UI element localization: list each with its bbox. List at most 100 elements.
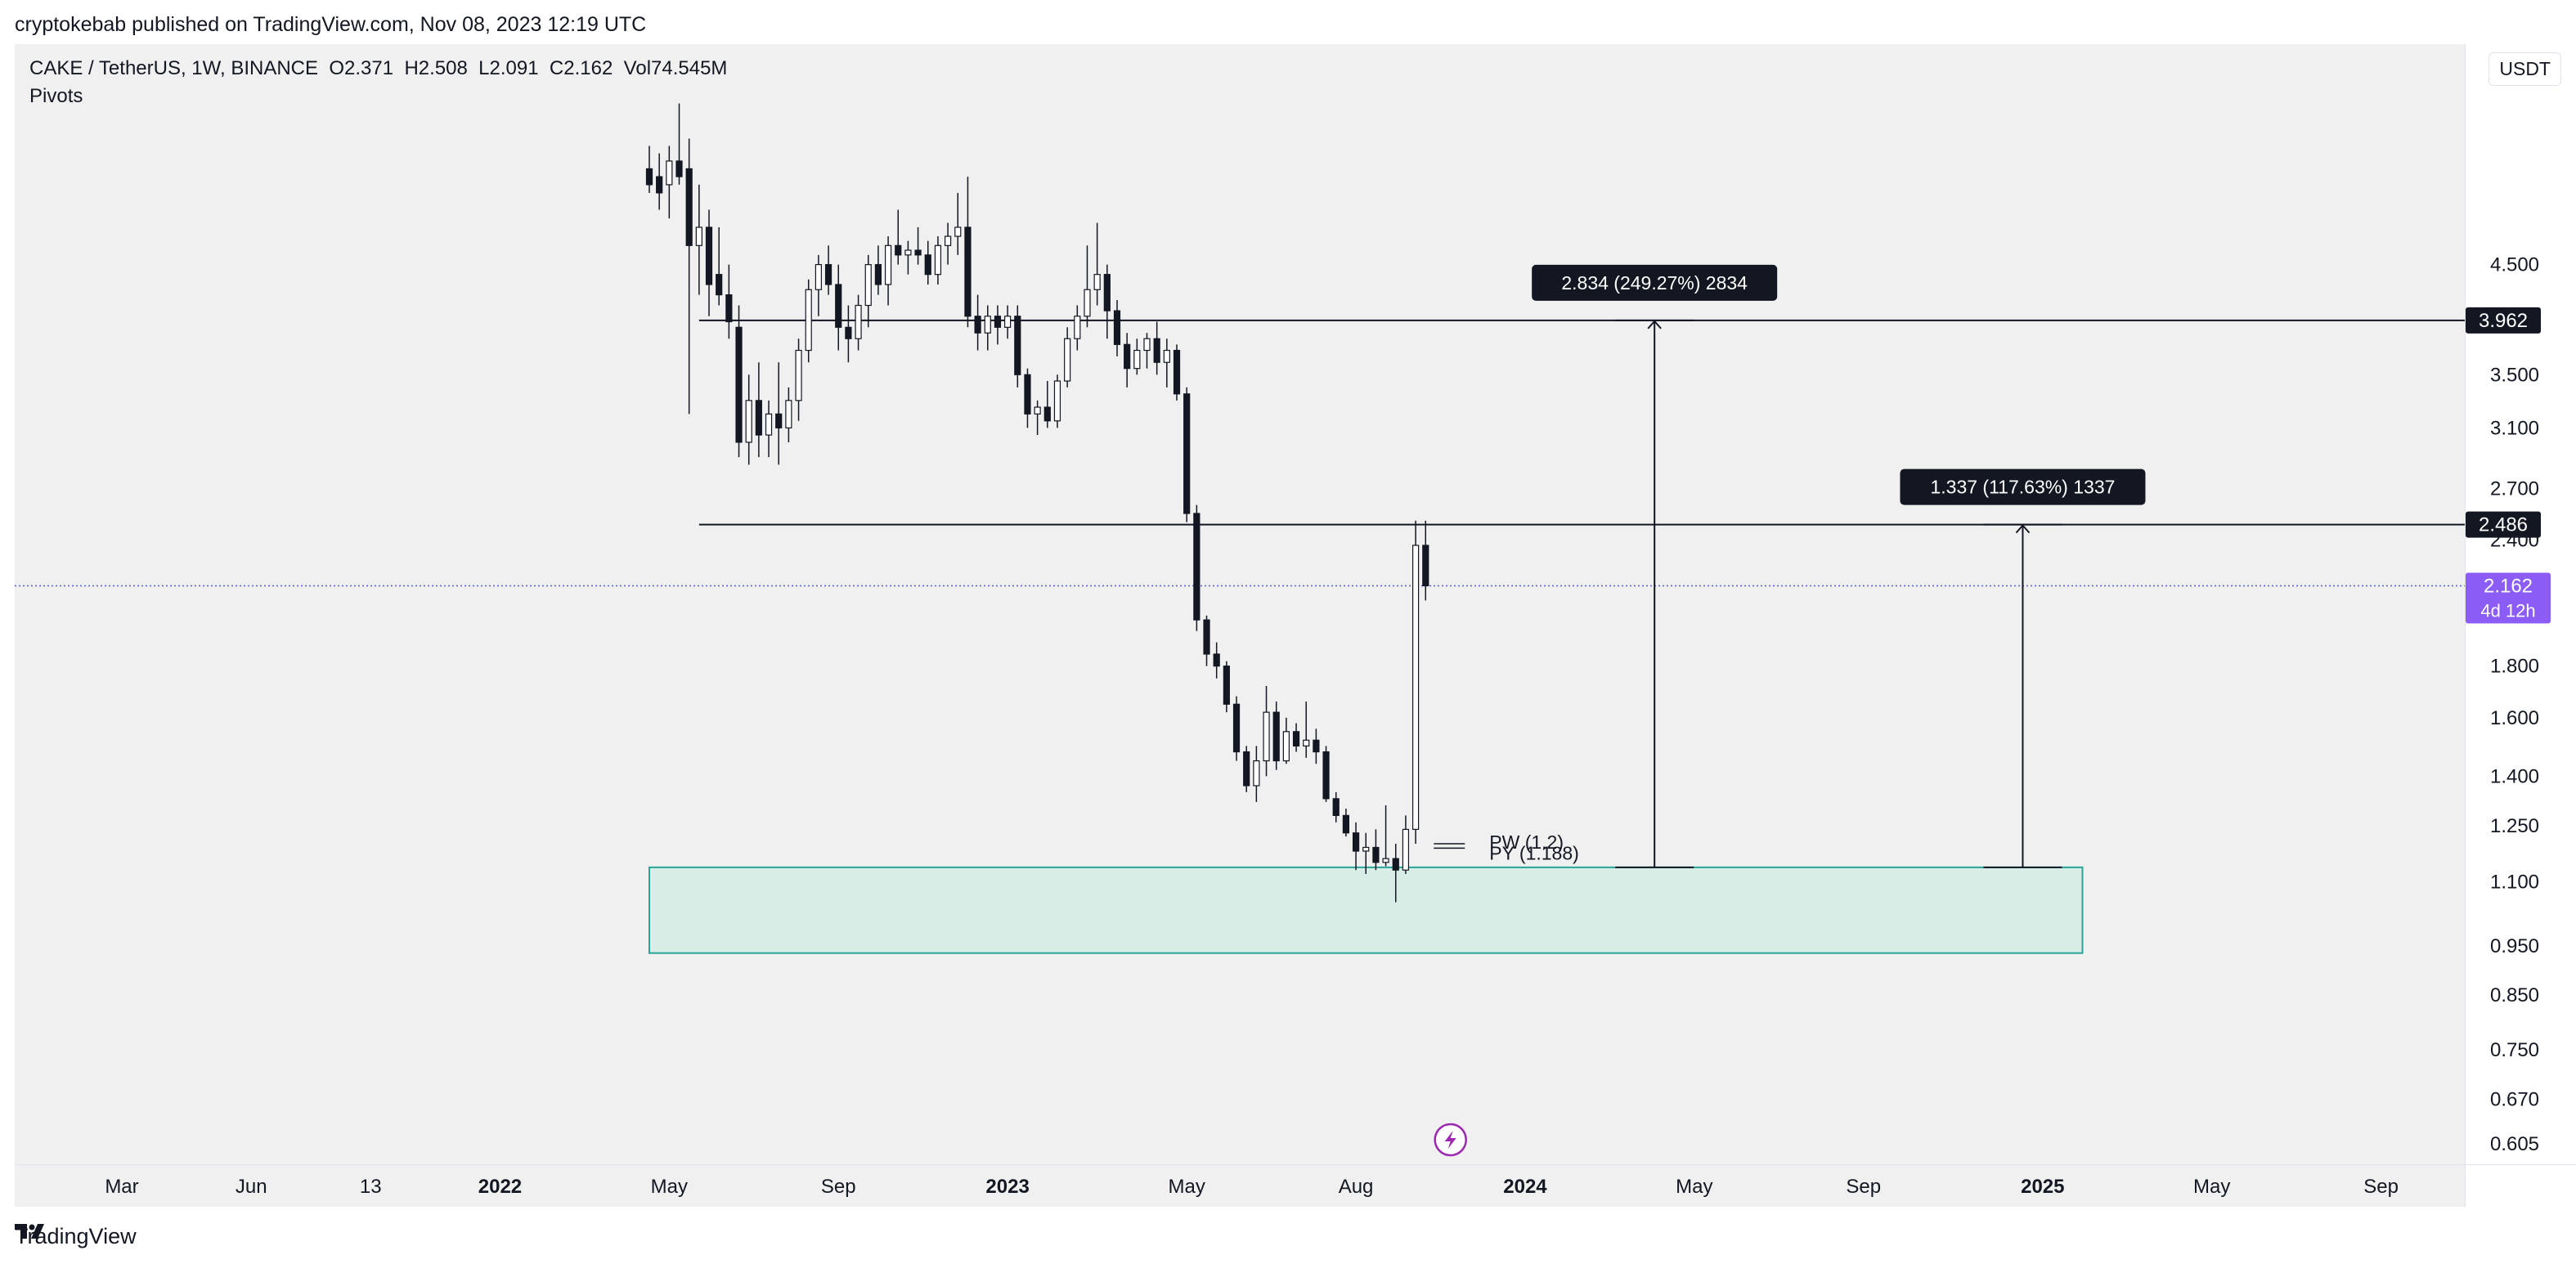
candle [1143, 333, 1151, 369]
candle [1352, 822, 1360, 871]
time-axis[interactable]: Mar Jun 13 2022 May Sep 2023 May Aug 2024 May Sep 20… [15, 1164, 2465, 1207]
candle [785, 387, 792, 442]
candle [695, 184, 702, 295]
candle-body [1411, 545, 1420, 831]
time-tick-label: Aug [1339, 1176, 1374, 1198]
candle-body [1313, 739, 1320, 753]
currency-selector[interactable]: USDT [2488, 52, 2561, 86]
time-tick-label: May [1676, 1176, 1712, 1198]
price-tick-label: 0.950 [2490, 935, 2539, 957]
candle [1093, 222, 1101, 306]
level-price-label: 2.486 [2479, 514, 2528, 536]
candle [1292, 723, 1300, 752]
candle [1203, 615, 1210, 666]
candle [725, 264, 733, 339]
candle [1342, 809, 1350, 837]
candle-body [924, 254, 931, 276]
candle-body [716, 274, 723, 296]
candlestick-chart[interactable]: PW (1.2)PY (1.188) 2.834 (249.27%) 2834 1.… [15, 44, 2465, 1164]
candle-body [874, 264, 882, 285]
candle-body [974, 316, 981, 334]
candle-body [645, 168, 653, 186]
candle [1074, 305, 1081, 351]
ohlc-high: H2.508 [404, 57, 468, 79]
lightning-icon[interactable] [1434, 1123, 1467, 1157]
candle-body [1272, 711, 1280, 762]
time-tick-label: Sep [821, 1176, 856, 1198]
time-tick-label: May [2193, 1176, 2230, 1198]
price-tick-label: 1.400 [2490, 765, 2539, 787]
candle-body [1292, 731, 1300, 746]
candle-body [884, 244, 892, 285]
ohlc-open: O2.371 [329, 57, 394, 79]
candle [1084, 245, 1091, 328]
ohlc-low: L2.091 [478, 57, 539, 79]
candle [1332, 791, 1340, 822]
candle-body [725, 294, 733, 323]
candle-body [1332, 798, 1340, 816]
price-tick-label: 3.100 [2490, 417, 2539, 439]
footer-branding: TradingView [15, 1221, 137, 1251]
time-tick-label: May [651, 1176, 688, 1198]
candle-body [1352, 832, 1360, 852]
candle-body [805, 289, 812, 352]
candle-body [1362, 846, 1370, 852]
price-tick-label: 1.600 [2490, 707, 2539, 729]
symbol-name[interactable]: CAKE / TetherUS, 1W, BINANCE [29, 57, 319, 79]
candle [824, 245, 832, 295]
time-tick-label: Jun [236, 1176, 267, 1198]
bar-countdown-label: 4d 12h [2480, 600, 2535, 621]
candle [1103, 264, 1111, 339]
price-tick-label: 0.850 [2490, 984, 2539, 1006]
candle-body [1103, 274, 1111, 312]
price-tick-label: 1.800 [2490, 656, 2539, 678]
candle [1411, 520, 1420, 844]
price-tick-label: 1.100 [2490, 872, 2539, 894]
price-tick-label: 2.700 [2490, 477, 2539, 500]
candle [1422, 520, 1429, 601]
axis-corner [2465, 1164, 2576, 1207]
candle-body [914, 249, 922, 256]
candle [1043, 381, 1051, 428]
candle [845, 305, 852, 363]
candle-body [815, 264, 822, 290]
candle-body [765, 413, 773, 436]
candle [1382, 805, 1389, 867]
price-tick-label: 1.250 [2490, 815, 2539, 837]
candle [1004, 305, 1012, 339]
candle-body [795, 349, 802, 401]
chart-pane[interactable]: PW (1.2) PY (1.188) 2.834 (249.27%) 2834 1.… [15, 44, 2465, 1164]
time-tick-label: 2022 [478, 1176, 522, 1198]
candle-body [1382, 858, 1389, 863]
candle-body [855, 304, 862, 339]
candle [1303, 701, 1310, 758]
candle-body [1143, 338, 1151, 352]
candle-body [944, 235, 952, 246]
candle [1024, 368, 1031, 428]
candle-body [1282, 731, 1290, 762]
publish-info: cryptokebab published on TradingView.com… [15, 13, 647, 36]
candle [815, 254, 822, 316]
candle [716, 226, 723, 306]
time-tick-label: 13 [360, 1176, 382, 1198]
tradingview-logo-icon [15, 1224, 44, 1239]
level-price-tag [2466, 307, 2541, 334]
candle [1263, 686, 1270, 777]
candle [1163, 338, 1170, 388]
candle [1053, 374, 1061, 428]
candle-body [1342, 814, 1350, 834]
candle-body [745, 400, 752, 443]
candle-body [1392, 858, 1399, 871]
candle [835, 264, 842, 351]
candle [805, 279, 812, 363]
indicator-legend[interactable]: Pivots [29, 85, 83, 107]
candle-body [705, 226, 713, 285]
candle [934, 236, 942, 285]
candle-body [984, 316, 991, 334]
candle [904, 240, 912, 275]
candle-body [775, 413, 783, 428]
candle [765, 400, 773, 458]
measure-label-box [1900, 468, 2146, 505]
price-axis[interactable]: USDT 4.500 3.500 3.100 2.700 2.400 1.800 1.600… [2465, 44, 2576, 1164]
candle-body [1124, 343, 1131, 370]
